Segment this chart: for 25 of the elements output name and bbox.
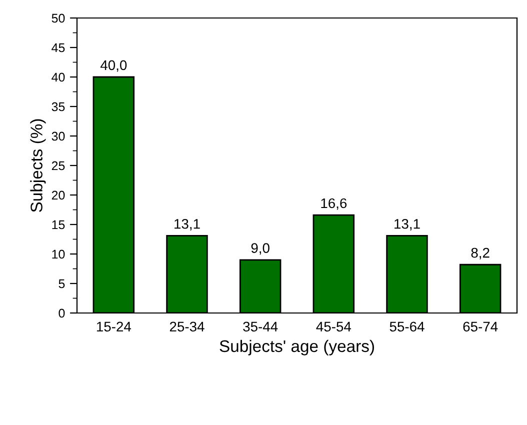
data-label: 9,0: [251, 243, 270, 255]
x-tick-label: 35-44: [243, 322, 278, 332]
y-tick-label: 40: [52, 72, 65, 82]
x-tick-label: 55-64: [390, 322, 424, 332]
y-tick-label: 0: [58, 308, 65, 318]
x-tick-label: 65-74: [463, 322, 498, 332]
y-tick-label: 5: [58, 279, 65, 288]
y-tick-label: 45: [52, 43, 65, 52]
x-tick-label: 45-54: [316, 322, 352, 332]
data-label: 40,0: [100, 60, 127, 72]
x-tick-label: 15-24: [96, 322, 132, 332]
data-label: 16,6: [321, 198, 347, 210]
y-tick-label: 20: [52, 190, 65, 200]
data-label: 13,1: [174, 218, 200, 230]
y-axis-title: Subjects (%): [30, 119, 46, 212]
y-tick-label: 30: [52, 132, 65, 141]
y-tick-label: 35: [52, 102, 65, 112]
y-tick-label: 25: [52, 161, 65, 170]
y-tick-label: 15: [52, 220, 65, 230]
x-tick-label: 25-34: [170, 322, 204, 332]
data-label: 13,1: [394, 218, 420, 230]
y-tick-label: 50: [52, 14, 65, 23]
data-label: 8,2: [471, 248, 490, 260]
y-tick-label: 10: [52, 250, 65, 259]
x-axis-title: Subjects' age (years): [220, 340, 374, 356]
